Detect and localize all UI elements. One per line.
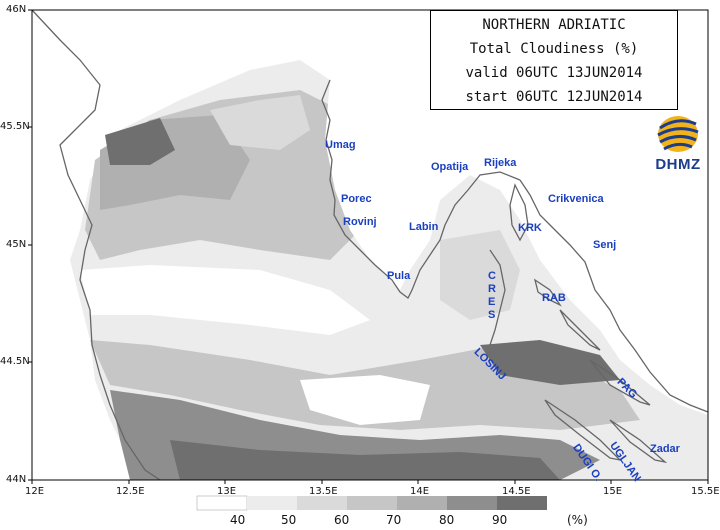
legend-level-label: 90: [492, 513, 508, 527]
lat-tick-label: 44.5N: [0, 356, 30, 367]
legend-level-label: 50: [281, 513, 297, 527]
lon-tick-label: 13E: [217, 486, 237, 497]
start-time: start 06UTC 12JUN2014: [465, 89, 643, 105]
valid-time: valid 06UTC 13JUN2014: [465, 65, 643, 81]
legend-level-label: 80: [439, 513, 455, 527]
lon-tick-label: 14E: [410, 486, 430, 497]
lon-tick-label: 12E: [25, 486, 45, 497]
place-label: Umag: [325, 139, 356, 151]
logo-text: DHMZ: [655, 156, 701, 173]
place-label: Porec: [341, 193, 372, 205]
place-label: RAB: [542, 292, 566, 304]
legend-level-label: 40: [230, 513, 246, 527]
lon-tick-label: 14.5E: [502, 486, 531, 497]
axis-ticks: [28, 9, 709, 484]
place-label: Senj: [593, 239, 617, 251]
place-label: KRK: [518, 222, 542, 234]
place-label: Rijeka: [484, 157, 517, 169]
lat-tick-label: 45N: [6, 239, 27, 250]
legend-level-label: 60: [334, 513, 350, 527]
place-label: Rovinj: [343, 216, 377, 228]
lat-tick-label: 46N: [6, 4, 27, 15]
coastline-layer: [31, 9, 709, 481]
lat-tick-label: 45.5N: [0, 121, 30, 132]
legend-bar: [196, 495, 547, 511]
place-label: Zadar: [650, 443, 680, 455]
lon-tick-label: 15E: [603, 486, 623, 497]
info-box: NORTHERN ADRIATIC Total Cloudiness (%) v…: [430, 10, 678, 110]
place-label: Pula: [387, 270, 411, 282]
dhmz-emblem-icon: [657, 116, 699, 152]
lon-tick-label: 12.5E: [116, 486, 145, 497]
region-title: NORTHERN ADRIATIC: [482, 17, 626, 33]
place-label: Labin: [409, 221, 439, 233]
lon-tick-label: 13.5E: [309, 486, 338, 497]
place-label: Opatija: [431, 161, 469, 173]
variable-title: Total Cloudiness (%): [469, 41, 639, 57]
lon-tick-label: 15.5E: [691, 486, 720, 497]
legend-unit-label: (%): [567, 513, 588, 527]
lat-tick-label: 44N: [6, 474, 27, 485]
place-label: Crikvenica: [548, 193, 604, 205]
place-label: CRES: [488, 270, 496, 321]
legend-level-label: 70: [386, 513, 402, 527]
dhmz-logo: DHMZ: [648, 112, 708, 178]
